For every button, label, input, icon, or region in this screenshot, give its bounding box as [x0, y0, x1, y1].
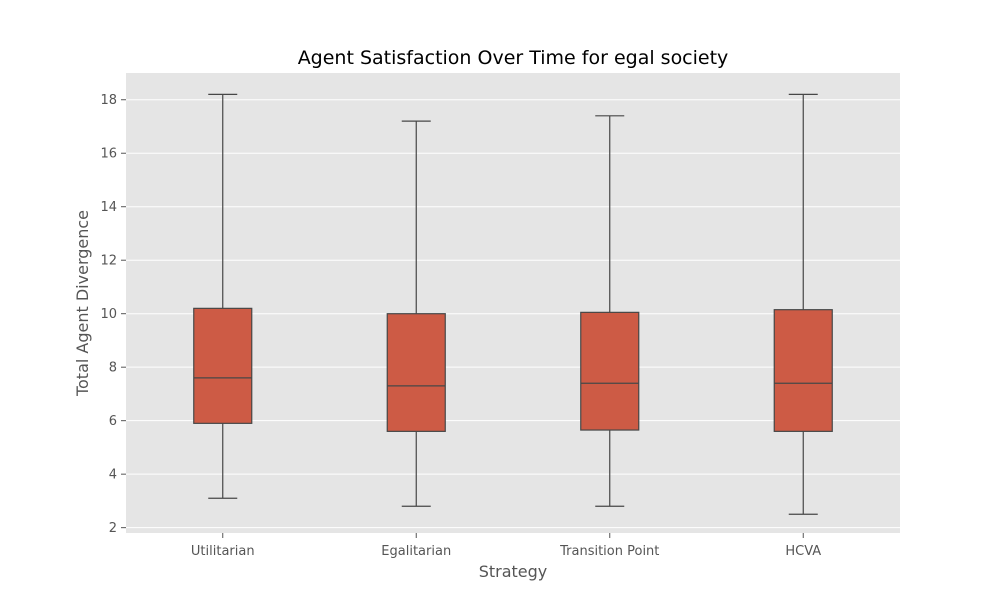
- grid-lines: [126, 99, 900, 529]
- x-tick-label: Egalitarian: [381, 544, 451, 559]
- y-tick-label: 8: [109, 361, 117, 376]
- boxes: [193, 93, 833, 515]
- box-transition-point: [580, 115, 640, 507]
- iqr-box: [386, 313, 446, 432]
- y-tick-label: 10: [100, 307, 117, 322]
- box-egalitarian: [386, 120, 446, 507]
- y-tick-label: 4: [109, 468, 117, 483]
- y-tick-label: 16: [100, 147, 117, 162]
- iqr-box: [193, 307, 253, 424]
- box-hcva: [773, 93, 833, 515]
- x-tick-label: Transition Point: [559, 544, 659, 559]
- y-axis-label: Total Agent Divergence: [73, 210, 92, 397]
- y-axis-ticks: 2 4 6 8 10 12 14 16 18: [100, 93, 126, 536]
- iqr-box: [773, 309, 833, 432]
- x-axis-label: Strategy: [479, 562, 548, 581]
- box-utilitarian: [193, 93, 253, 499]
- y-tick-label: 2: [109, 521, 117, 536]
- chart-title: Agent Satisfaction Over Time for egal so…: [298, 47, 729, 69]
- y-tick-label: 18: [100, 93, 117, 108]
- y-tick-label: 6: [109, 414, 117, 429]
- y-tick-label: 14: [100, 200, 117, 215]
- x-axis-ticks: Utilitarian Egalitarian Transition Point HC…: [191, 533, 821, 559]
- x-tick-label: Utilitarian: [191, 544, 255, 559]
- x-tick-label: HCVA: [785, 544, 821, 559]
- plot-background: [126, 73, 900, 533]
- y-tick-label: 12: [100, 254, 117, 269]
- iqr-box: [580, 311, 640, 431]
